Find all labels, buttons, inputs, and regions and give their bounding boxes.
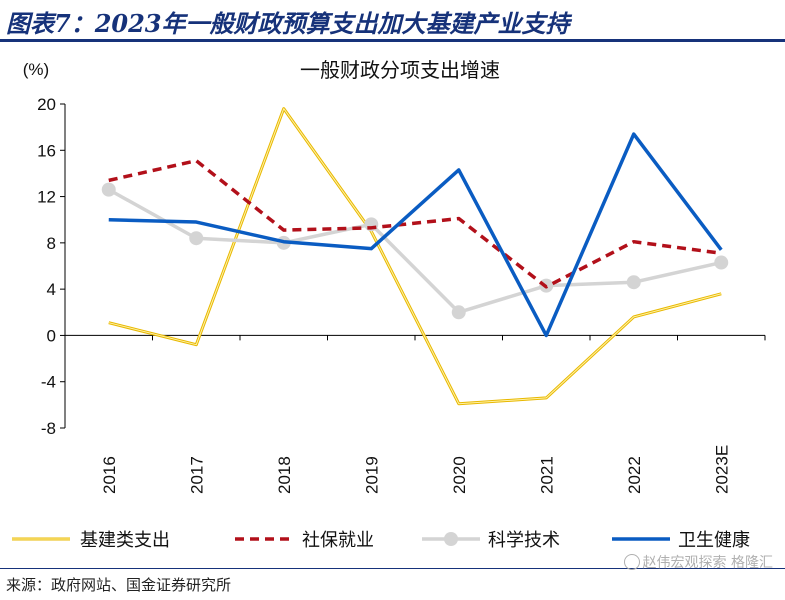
figure-title: 图表7：2023年一般财政预算支出加大基建产业支持 — [6, 9, 570, 38]
watermark-text: 赵伟宏观探索 — [642, 555, 727, 571]
series-2-line — [107, 188, 722, 315]
legend-item: 社保就业 — [235, 530, 374, 551]
y-tick-label: 8 — [47, 234, 56, 253]
series-0-line-inner — [108, 108, 722, 405]
series-2-point — [714, 255, 729, 270]
source-note: 来源：政府网站、国金证券研究所 — [6, 576, 232, 594]
legend-label: 基建类支出 — [80, 530, 170, 551]
legend: 基建类支出 社保就业 科学技术 卫生健康 — [12, 530, 750, 551]
x-tick-label: 2021 — [537, 456, 556, 494]
series-0-line-outer — [108, 107, 722, 406]
series-3 — [108, 132, 723, 338]
series-2-point — [626, 275, 641, 290]
series-2-point — [189, 231, 204, 246]
x-tick-label: 2016 — [100, 456, 119, 494]
legend-marker — [444, 532, 458, 546]
x-tick-label: 2018 — [275, 456, 294, 494]
series-layer — [101, 107, 729, 406]
chart-title: 一般财政分项支出增速 — [300, 58, 500, 82]
y-tick-label: 4 — [47, 280, 56, 299]
series-3-line — [108, 132, 723, 338]
y-axis-unit-label: (%) — [23, 60, 49, 79]
x-tick-label: 2023E — [712, 445, 731, 494]
y-tick-label: 0 — [47, 326, 56, 345]
y-tick-label: 16 — [37, 141, 56, 160]
y-tick-label: -8 — [41, 419, 56, 438]
series-1-line — [108, 158, 722, 289]
series-2-point — [101, 182, 116, 197]
header-rule — [0, 39, 785, 42]
legend-item: 基建类支出 — [12, 530, 170, 551]
legend-label: 科学技术 — [488, 530, 560, 551]
series-0 — [108, 107, 722, 406]
y-tick-label: 12 — [37, 188, 56, 207]
x-tick-label: 2019 — [362, 456, 381, 494]
x-tick-label: 2017 — [187, 456, 206, 494]
legend-item: 卫生健康 — [612, 530, 750, 551]
report-header: 图表7：2023年一般财政预算支出加大基建产业支持 — [0, 0, 785, 42]
watermark-suffix: 格隆汇 — [731, 555, 773, 571]
y-tick-label: -4 — [41, 373, 56, 392]
x-tick-label: 2020 — [450, 456, 469, 494]
wechat-icon — [623, 554, 640, 570]
series-2 — [101, 182, 729, 320]
y-tick-label: 20 — [37, 95, 56, 114]
series-1 — [108, 158, 722, 289]
footer-rule — [0, 568, 785, 569]
series-2-point — [451, 305, 466, 320]
legend-label: 社保就业 — [302, 530, 374, 551]
x-tick-label: 2022 — [625, 456, 644, 494]
watermark: 赵伟宏观探索 格隆汇 — [623, 552, 773, 572]
legend-label: 卫生健康 — [678, 530, 750, 551]
legend-item: 科学技术 — [422, 530, 560, 551]
